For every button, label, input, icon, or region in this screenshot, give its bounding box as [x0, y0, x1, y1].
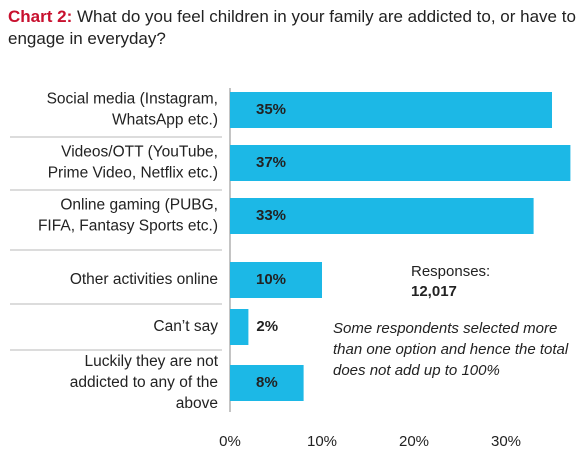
bar-value-label: 35% — [256, 101, 286, 118]
footnote: Some respondents selected more than one … — [333, 320, 569, 379]
bar — [230, 309, 249, 345]
category-label: FIFA, Fantasy Sports etc.) — [38, 218, 218, 235]
chart-title-text: What do you feel children in your family… — [8, 7, 576, 48]
bar-value-label: 10% — [256, 271, 286, 288]
bar — [230, 262, 322, 298]
bar-value-label: 2% — [256, 318, 278, 335]
bar — [230, 198, 534, 234]
category-label: WhatsApp etc.) — [112, 112, 218, 129]
responses-note: Responses: 12,017 — [411, 262, 490, 302]
category-label: addicted to any of the — [70, 374, 218, 391]
chart-title: Chart 2: What do you feel children in yo… — [8, 6, 583, 50]
category-label: Online gaming (PUBG, — [60, 197, 218, 214]
category-label: Social media (Instagram, — [47, 91, 218, 108]
responses-label: Responses: — [411, 263, 491, 280]
category-label: above — [176, 395, 218, 412]
x-tick-label: 20% — [399, 433, 429, 450]
category-label: Luckily they are not — [84, 353, 218, 370]
x-tick-label: 30% — [491, 433, 521, 450]
bar-value-label: 37% — [256, 154, 286, 171]
x-tick-label: 10% — [307, 433, 337, 450]
chart-title-lead: Chart 2: — [8, 7, 73, 26]
bar — [230, 365, 304, 401]
category-label: Videos/OTT (YouTube, — [61, 144, 218, 161]
bar — [230, 145, 571, 181]
category-label: Prime Video, Netflix etc.) — [48, 165, 218, 182]
bar-value-label: 8% — [256, 374, 278, 391]
responses-value: 12,017 — [411, 283, 457, 300]
category-label: Can’t say — [153, 318, 218, 335]
x-tick-label: 0% — [219, 433, 241, 450]
bar — [230, 92, 552, 128]
bar-value-label: 33% — [256, 207, 286, 224]
category-label: Other activities online — [70, 271, 218, 288]
